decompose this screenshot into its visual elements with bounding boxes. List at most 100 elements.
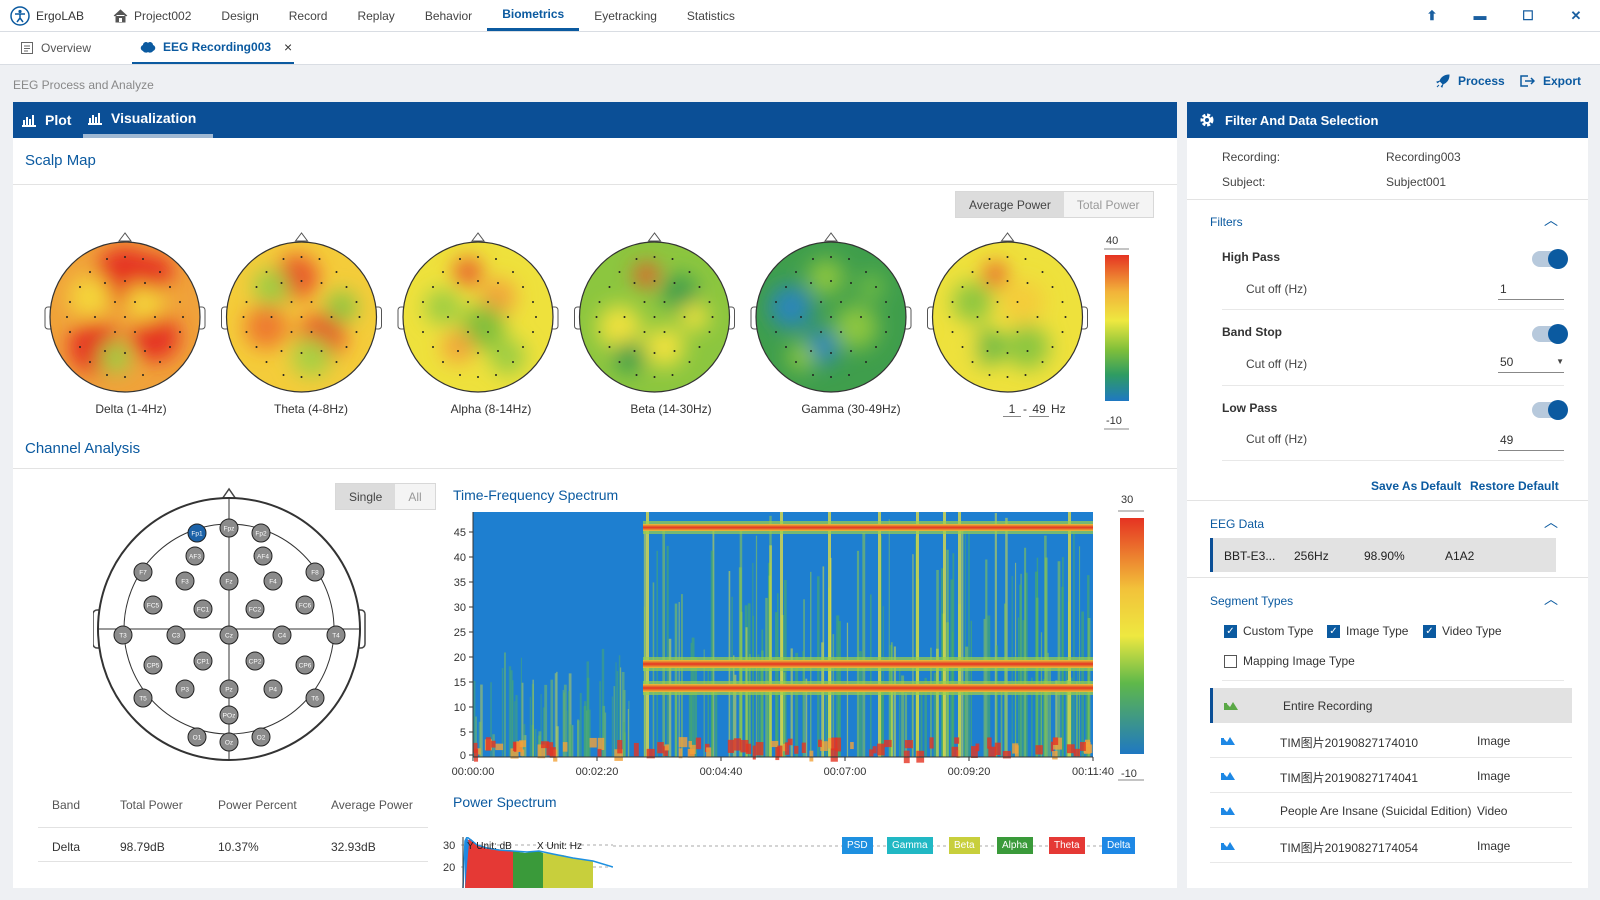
- scalp-label-theta: Theta (4-8Hz): [273, 402, 349, 416]
- table-row[interactable]: Delta 98.79dB 10.37% 32.93dB: [38, 828, 428, 862]
- tab-overview[interactable]: Overview: [20, 32, 130, 64]
- electrode-fc2[interactable]: FC2: [245, 599, 265, 619]
- electrode-cp2[interactable]: CP2: [245, 651, 265, 671]
- electrode-cp6[interactable]: CP6: [295, 655, 315, 675]
- minimize-icon[interactable]: ▬: [1473, 8, 1487, 23]
- low-pass-cutoff-input[interactable]: 49: [1498, 429, 1564, 451]
- nav-project[interactable]: Project002: [98, 0, 206, 31]
- nav-behavior-label: Behavior: [424, 8, 473, 23]
- all-channels-button[interactable]: All: [395, 484, 435, 509]
- tf-heatmap: [473, 512, 1093, 764]
- eeg-collapse-icon[interactable]: ︿: [1544, 514, 1558, 530]
- legend-beta[interactable]: Beta: [949, 837, 980, 854]
- electrode-c3[interactable]: C3: [166, 625, 186, 645]
- custom-range-low-input[interactable]: 1: [1003, 402, 1021, 417]
- restore-default-button[interactable]: Restore Default: [1470, 479, 1559, 493]
- electrode-cp5[interactable]: CP5: [143, 655, 163, 675]
- low-pass-toggle[interactable]: [1532, 400, 1568, 420]
- eeg-reference: A1A2: [1445, 549, 1475, 563]
- mapping-image-type-checkbox[interactable]: Mapping Image Type: [1224, 654, 1355, 668]
- single-channel-button[interactable]: Single: [336, 484, 396, 509]
- close-icon[interactable]: ✕: [1570, 7, 1582, 23]
- electrode-oz[interactable]: Oz: [219, 732, 239, 752]
- electrode-o1[interactable]: O1: [187, 727, 207, 747]
- col-power-percent: Power Percent: [218, 798, 297, 812]
- electrode-fc5[interactable]: FC5: [143, 595, 163, 615]
- segment-icon: [1223, 699, 1239, 714]
- upload-icon[interactable]: ⬆: [1426, 7, 1438, 23]
- video-type-checkbox[interactable]: ✓ Video Type: [1423, 624, 1502, 638]
- list-item[interactable]: TIM图片20190827174054 Image: [1210, 828, 1572, 863]
- ps-beta-area: [543, 853, 593, 888]
- custom-type-checkbox[interactable]: ✓ Custom Type: [1224, 624, 1313, 638]
- save-default-button[interactable]: Save As Default: [1371, 479, 1462, 493]
- electrode-f7[interactable]: F7: [133, 562, 153, 582]
- electrode-t6[interactable]: T6: [305, 688, 325, 708]
- high-pass-toggle[interactable]: [1532, 249, 1568, 269]
- band-stop-cutoff-select[interactable]: 50 ▼: [1498, 351, 1564, 373]
- legend-delta[interactable]: Delta: [1102, 837, 1136, 854]
- list-item[interactable]: People Are Insane (Suicidal Edition) Vid…: [1210, 793, 1572, 828]
- electrode-p4[interactable]: P4: [263, 679, 283, 699]
- process-button[interactable]: Process: [1436, 74, 1505, 88]
- electrode-t5[interactable]: T5: [133, 688, 153, 708]
- app-name: ErgoLAB: [36, 8, 85, 23]
- nav-record[interactable]: Record: [274, 0, 343, 31]
- nav-statistics[interactable]: Statistics: [672, 0, 750, 31]
- tf-x-tick: 00:07:00: [824, 766, 867, 778]
- legend-gamma[interactable]: Gamma: [887, 837, 933, 854]
- electrode-fp2[interactable]: Fp2: [251, 523, 271, 543]
- average-power-button[interactable]: Average Power: [956, 192, 1064, 217]
- electrode-c4[interactable]: C4: [272, 625, 292, 645]
- nav-behavior[interactable]: Behavior: [410, 0, 487, 31]
- electrode-f4[interactable]: F4: [263, 571, 283, 591]
- svg-text:FC1: FC1: [197, 607, 210, 614]
- nav-design[interactable]: Design: [206, 0, 273, 31]
- band-stop-toggle[interactable]: [1532, 324, 1568, 344]
- export-button[interactable]: Export: [1519, 74, 1581, 88]
- tf-x-tick: 00:02:20: [576, 766, 619, 778]
- list-item[interactable]: TIM图片20190827174041 Image: [1210, 758, 1572, 793]
- electrode-t4[interactable]: T4: [326, 625, 346, 645]
- electrode-f3[interactable]: F3: [175, 571, 195, 591]
- nav-eyetracking[interactable]: Eyetracking: [579, 0, 672, 31]
- legend-alpha[interactable]: Alpha: [997, 837, 1033, 854]
- electrode-f8[interactable]: F8: [305, 562, 325, 582]
- electrode-o2[interactable]: O2: [251, 727, 271, 747]
- maximize-icon[interactable]: ☐: [1522, 7, 1534, 23]
- tab-eeg-recording[interactable]: EEG Recording003 ×: [132, 32, 294, 64]
- ps-y-unit: Y Unit: dB: [467, 841, 512, 852]
- list-item[interactable]: Entire Recording: [1210, 688, 1572, 723]
- app-brand[interactable]: ErgoLAB: [0, 0, 98, 31]
- electrode-fpz[interactable]: Fpz: [219, 518, 239, 538]
- tab-plot[interactable]: Plot: [21, 102, 71, 138]
- electrode-fc6[interactable]: FC6: [295, 595, 315, 615]
- segments-collapse-icon[interactable]: ︿: [1544, 591, 1558, 607]
- electrode-fp1[interactable]: Fp1: [187, 523, 207, 543]
- electrode-cz[interactable]: Cz: [219, 625, 239, 645]
- scalp-head: [927, 232, 1088, 393]
- legend-psd[interactable]: PSD: [842, 837, 873, 854]
- electrode-fc1[interactable]: FC1: [193, 599, 213, 619]
- high-pass-cutoff-input[interactable]: 1: [1498, 278, 1564, 300]
- tab-visualization[interactable]: Visualization: [83, 102, 213, 138]
- electrode-p3[interactable]: P3: [175, 679, 195, 699]
- electrode-poz[interactable]: POz: [219, 705, 239, 725]
- electrode-pz[interactable]: Pz: [219, 679, 239, 699]
- electrode-fz[interactable]: Fz: [219, 571, 239, 591]
- tab-close-icon[interactable]: ×: [284, 39, 293, 55]
- filters-collapse-icon[interactable]: ︿: [1544, 212, 1558, 228]
- electrode-af4[interactable]: AF4: [253, 546, 273, 566]
- legend-theta[interactable]: Theta: [1049, 837, 1085, 854]
- eeg-data-row[interactable]: BBT-E3... 256Hz 98.90% A1A2: [1210, 538, 1556, 572]
- total-power-button[interactable]: Total Power: [1063, 192, 1153, 217]
- nav-replay[interactable]: Replay: [342, 0, 409, 31]
- custom-range-high-input[interactable]: 49: [1029, 402, 1049, 417]
- electrode-t3[interactable]: T3: [113, 625, 133, 645]
- image-type-checkbox[interactable]: ✓ Image Type: [1327, 624, 1408, 638]
- electrode-af3[interactable]: AF3: [185, 546, 205, 566]
- nav-biometrics[interactable]: Biometrics: [487, 0, 580, 31]
- tf-y-tick: 15: [454, 677, 466, 689]
- electrode-cp1[interactable]: CP1: [193, 651, 213, 671]
- list-item[interactable]: TIM图片20190827174010 Image: [1210, 723, 1572, 758]
